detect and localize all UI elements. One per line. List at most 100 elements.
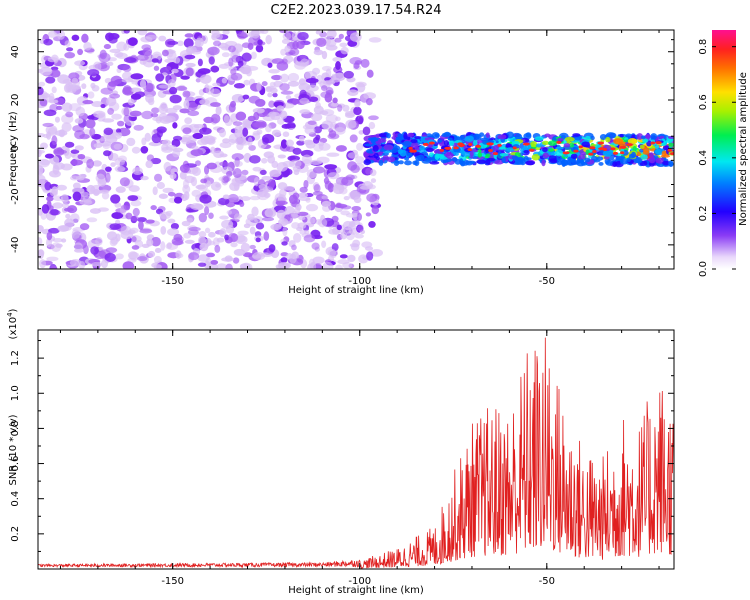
noise-blob — [123, 201, 131, 211]
noise-blob — [134, 91, 145, 98]
noise-blob — [282, 131, 290, 138]
noise-blob — [309, 261, 317, 269]
noise-blob — [153, 65, 160, 71]
noise-blob — [145, 160, 153, 169]
signal-blob — [548, 140, 558, 146]
noise-blob — [199, 98, 210, 105]
noise-blob — [158, 35, 167, 42]
noise-blob — [181, 138, 191, 145]
noise-blob — [38, 158, 50, 168]
noise-blob — [292, 147, 302, 155]
noise-blob — [47, 57, 59, 63]
noise-blob — [363, 92, 376, 100]
noise-blob — [262, 217, 275, 222]
noise-blob — [321, 120, 334, 130]
noise-blob — [242, 94, 250, 100]
noise-blob — [158, 84, 172, 89]
noise-blob — [39, 98, 48, 107]
signal-blob — [473, 139, 478, 147]
noise-blob — [194, 39, 202, 47]
noise-blob — [335, 145, 347, 152]
noise-blob — [132, 167, 143, 176]
noise-blob — [107, 107, 115, 115]
noise-blob — [111, 212, 124, 220]
noise-blob — [219, 141, 232, 149]
noise-blob — [343, 70, 354, 79]
noise-blob — [162, 187, 174, 194]
noise-blob — [151, 58, 159, 63]
noise-blob — [248, 95, 261, 104]
noise-blob — [197, 184, 208, 192]
noise-blob — [152, 186, 158, 196]
noise-blob — [78, 260, 86, 269]
noise-blob — [268, 178, 275, 189]
noise-blob — [38, 249, 45, 257]
noise-blob — [326, 152, 340, 157]
signal-core — [422, 142, 429, 146]
noise-blob — [358, 130, 364, 135]
noise-blob — [265, 124, 272, 133]
noise-blob — [205, 85, 215, 95]
signal-core — [488, 149, 493, 153]
signal-blob — [525, 160, 535, 166]
noise-blob — [369, 169, 377, 177]
noise-blob — [137, 256, 148, 262]
noise-blob — [141, 44, 152, 51]
noise-blob — [234, 137, 247, 146]
signal-core — [610, 147, 616, 151]
noise-blob — [197, 68, 211, 75]
noise-blob — [282, 32, 292, 41]
snr-ytick-label: 0.2 — [10, 526, 21, 542]
spectrogram-xlabel: Height of straight line (km) — [288, 285, 424, 296]
noise-blob — [91, 100, 104, 108]
noise-blob — [319, 110, 329, 115]
noise-blob — [104, 252, 116, 262]
noise-blob — [185, 62, 196, 68]
signal-blob — [410, 142, 419, 149]
noise-blob — [253, 111, 260, 121]
noise-blob — [56, 184, 68, 191]
noise-blob — [219, 215, 229, 220]
noise-blob — [335, 264, 343, 269]
noise-blob — [228, 45, 236, 53]
signal-blob — [549, 158, 558, 164]
noise-blob — [227, 193, 239, 203]
noise-blob — [49, 265, 58, 269]
noise-blob — [61, 203, 69, 208]
noise-blob — [46, 196, 54, 202]
noise-blob — [131, 146, 141, 154]
signal-blob — [367, 137, 374, 141]
noise-blob — [93, 188, 100, 196]
spectrogram-ytick-label: -40 — [10, 237, 21, 253]
signal-blob — [453, 152, 459, 156]
noise-blob — [307, 120, 317, 126]
signal-core — [578, 145, 583, 149]
noise-blob — [305, 84, 319, 92]
signal-blob — [635, 156, 643, 164]
noise-blob — [250, 51, 257, 60]
signal-core — [626, 143, 633, 147]
noise-blob — [335, 61, 341, 70]
noise-blob — [275, 200, 288, 206]
noise-blob — [111, 113, 122, 120]
noise-blob — [305, 78, 319, 84]
noise-blob — [181, 193, 188, 202]
signal-core — [408, 146, 413, 150]
noise-blob — [93, 110, 106, 118]
noise-blob — [140, 175, 149, 181]
noise-blob — [315, 30, 322, 35]
signal-core — [650, 141, 656, 145]
signal-blob — [425, 147, 434, 153]
noise-blob — [208, 56, 215, 65]
noise-blob — [303, 234, 316, 243]
snr-multiplier-base: (x10 — [8, 317, 19, 340]
noise-blob — [298, 216, 306, 221]
signal-blob — [541, 159, 546, 167]
noise-blob — [123, 43, 130, 51]
noise-blob — [328, 130, 337, 139]
noise-blob — [298, 196, 311, 202]
signal-blob — [447, 137, 453, 141]
signal-core — [589, 146, 596, 150]
noise-blob — [52, 237, 64, 243]
signal-blob — [468, 160, 476, 165]
